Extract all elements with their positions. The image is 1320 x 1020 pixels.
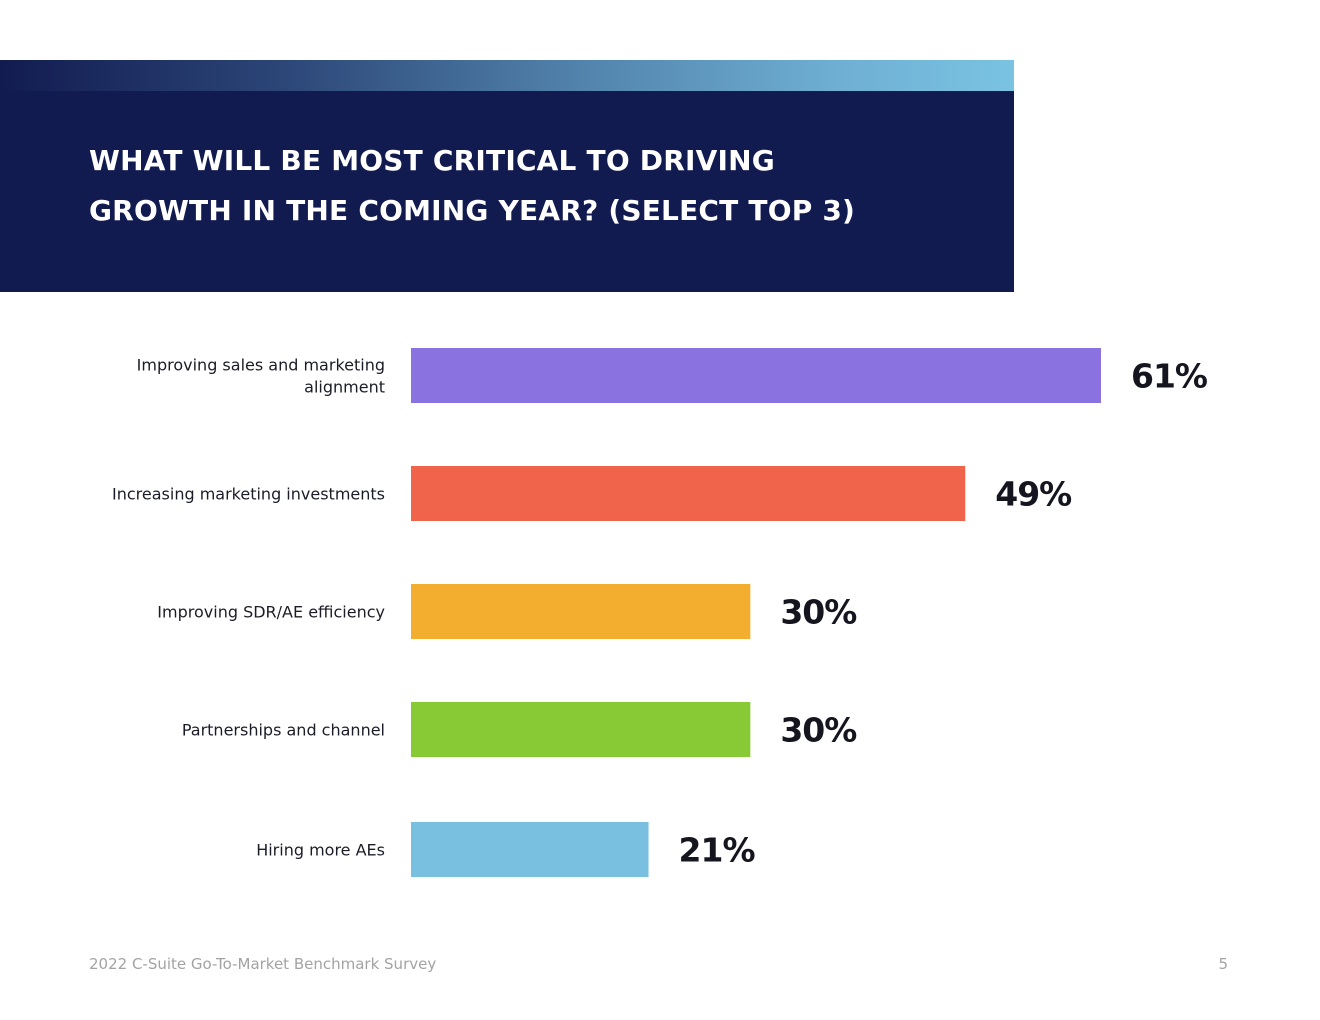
category-label-3: Improving SDR/AE efficiency	[157, 603, 385, 622]
header-gradient-strip	[0, 60, 1014, 91]
category-label-2: Increasing marketing investments	[112, 485, 385, 504]
value-label-5: 21%	[679, 831, 756, 870]
footer-survey-title: 2022 C-Suite Go-To-Market Benchmark Surv…	[89, 955, 437, 973]
value-label-4: 30%	[780, 711, 857, 750]
bar-5	[411, 822, 649, 877]
title-panel	[0, 91, 1014, 292]
bar-4	[411, 702, 751, 757]
chart-title: What will be most critical to driving gr…	[89, 144, 856, 227]
bar-1	[411, 348, 1101, 403]
category-label-1: Improving sales and marketing alignment	[137, 356, 385, 397]
bar-2	[411, 466, 966, 521]
category-label-4: Partnerships and channel	[182, 721, 385, 740]
value-label-2: 49%	[995, 475, 1072, 514]
page-number: 5	[1218, 955, 1228, 973]
value-label-3: 30%	[780, 593, 857, 632]
bar-3	[411, 584, 751, 639]
value-label-1: 61%	[1131, 357, 1208, 396]
category-label-5: Hiring more AEs	[256, 841, 385, 860]
